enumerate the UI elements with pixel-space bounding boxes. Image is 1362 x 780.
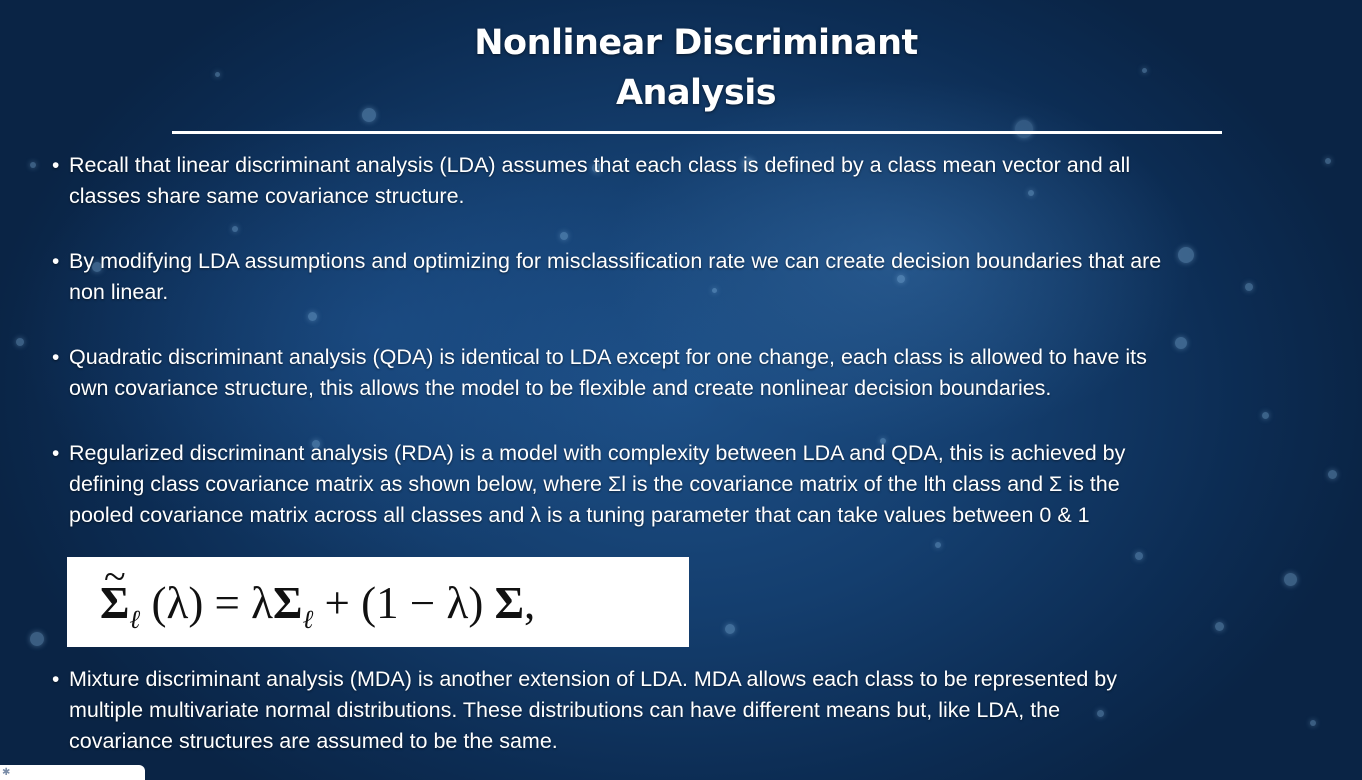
bullet-line: classes share same covariance structure.: [69, 184, 465, 208]
bullet-line: Regularized discriminant analysis (RDA) …: [69, 441, 1126, 465]
sigma-tilde-symbol: Σ ~: [100, 554, 130, 633]
bullet-qda: • Quadratic discriminant analysis (QDA) …: [52, 342, 1352, 404]
slide-title: Nonlinear Discriminant Analysis: [170, 18, 1222, 118]
corner-tab[interactable]: [0, 765, 145, 780]
bullet-line: By modifying LDA assumptions and optimiz…: [69, 249, 1162, 273]
bullet-line: pooled covariance matrix across all clas…: [69, 503, 1090, 527]
bullet-dot: •: [52, 250, 60, 273]
sigma-symbol: Σ: [100, 578, 130, 628]
bullet-line: own covariance structure, this allows th…: [69, 376, 1052, 400]
bullet-mda: • Mixture discriminant analysis (MDA) is…: [52, 664, 1352, 757]
bullet-line: Recall that linear discriminant analysis…: [69, 153, 1131, 177]
title-line-1: Nonlinear Discriminant: [474, 23, 918, 63]
bullet-dot: •: [52, 442, 60, 465]
title-line-2: Analysis: [615, 73, 777, 113]
bullet-dot: •: [52, 668, 60, 691]
bullet-line: Quadratic discriminant analysis (QDA) is…: [69, 345, 1147, 369]
bullet-dot: •: [52, 346, 60, 369]
rda-formula: Σ ~ ℓ (λ) = λΣℓ + (1 − λ) Σ,: [100, 554, 536, 650]
formula-subscript: ℓ: [302, 605, 314, 634]
bullet-modifying-lda: • By modifying LDA assumptions and optim…: [52, 246, 1352, 308]
bullet-line: non linear.: [69, 280, 169, 304]
formula-part: (λ) = λ: [140, 578, 274, 628]
bullet-lda-recall: • Recall that linear discriminant analys…: [52, 150, 1352, 212]
bullet-line: covariance structures are assumed to be …: [69, 729, 558, 753]
sigma-symbol: Σ: [273, 578, 303, 628]
formula-subscript: ℓ: [129, 605, 141, 634]
bullet-dot: •: [52, 154, 60, 177]
tilde-accent: ~: [104, 554, 126, 599]
rda-formula-image: Σ ~ ℓ (λ) = λΣℓ + (1 − λ) Σ,: [67, 554, 689, 650]
accessibility-icon[interactable]: ✱: [2, 767, 11, 778]
bullet-line: multiple multivariate normal distributio…: [69, 698, 1061, 722]
title-underline: [172, 131, 1222, 134]
bullet-line: Mixture discriminant analysis (MDA) is a…: [69, 667, 1117, 691]
formula-part: + (1 − λ): [313, 578, 495, 628]
formula-part: ,: [524, 578, 536, 628]
bullet-line: defining class covariance matrix as show…: [69, 472, 1120, 496]
bullet-rda: • Regularized discriminant analysis (RDA…: [52, 438, 1352, 531]
sigma-symbol: Σ: [494, 578, 524, 628]
